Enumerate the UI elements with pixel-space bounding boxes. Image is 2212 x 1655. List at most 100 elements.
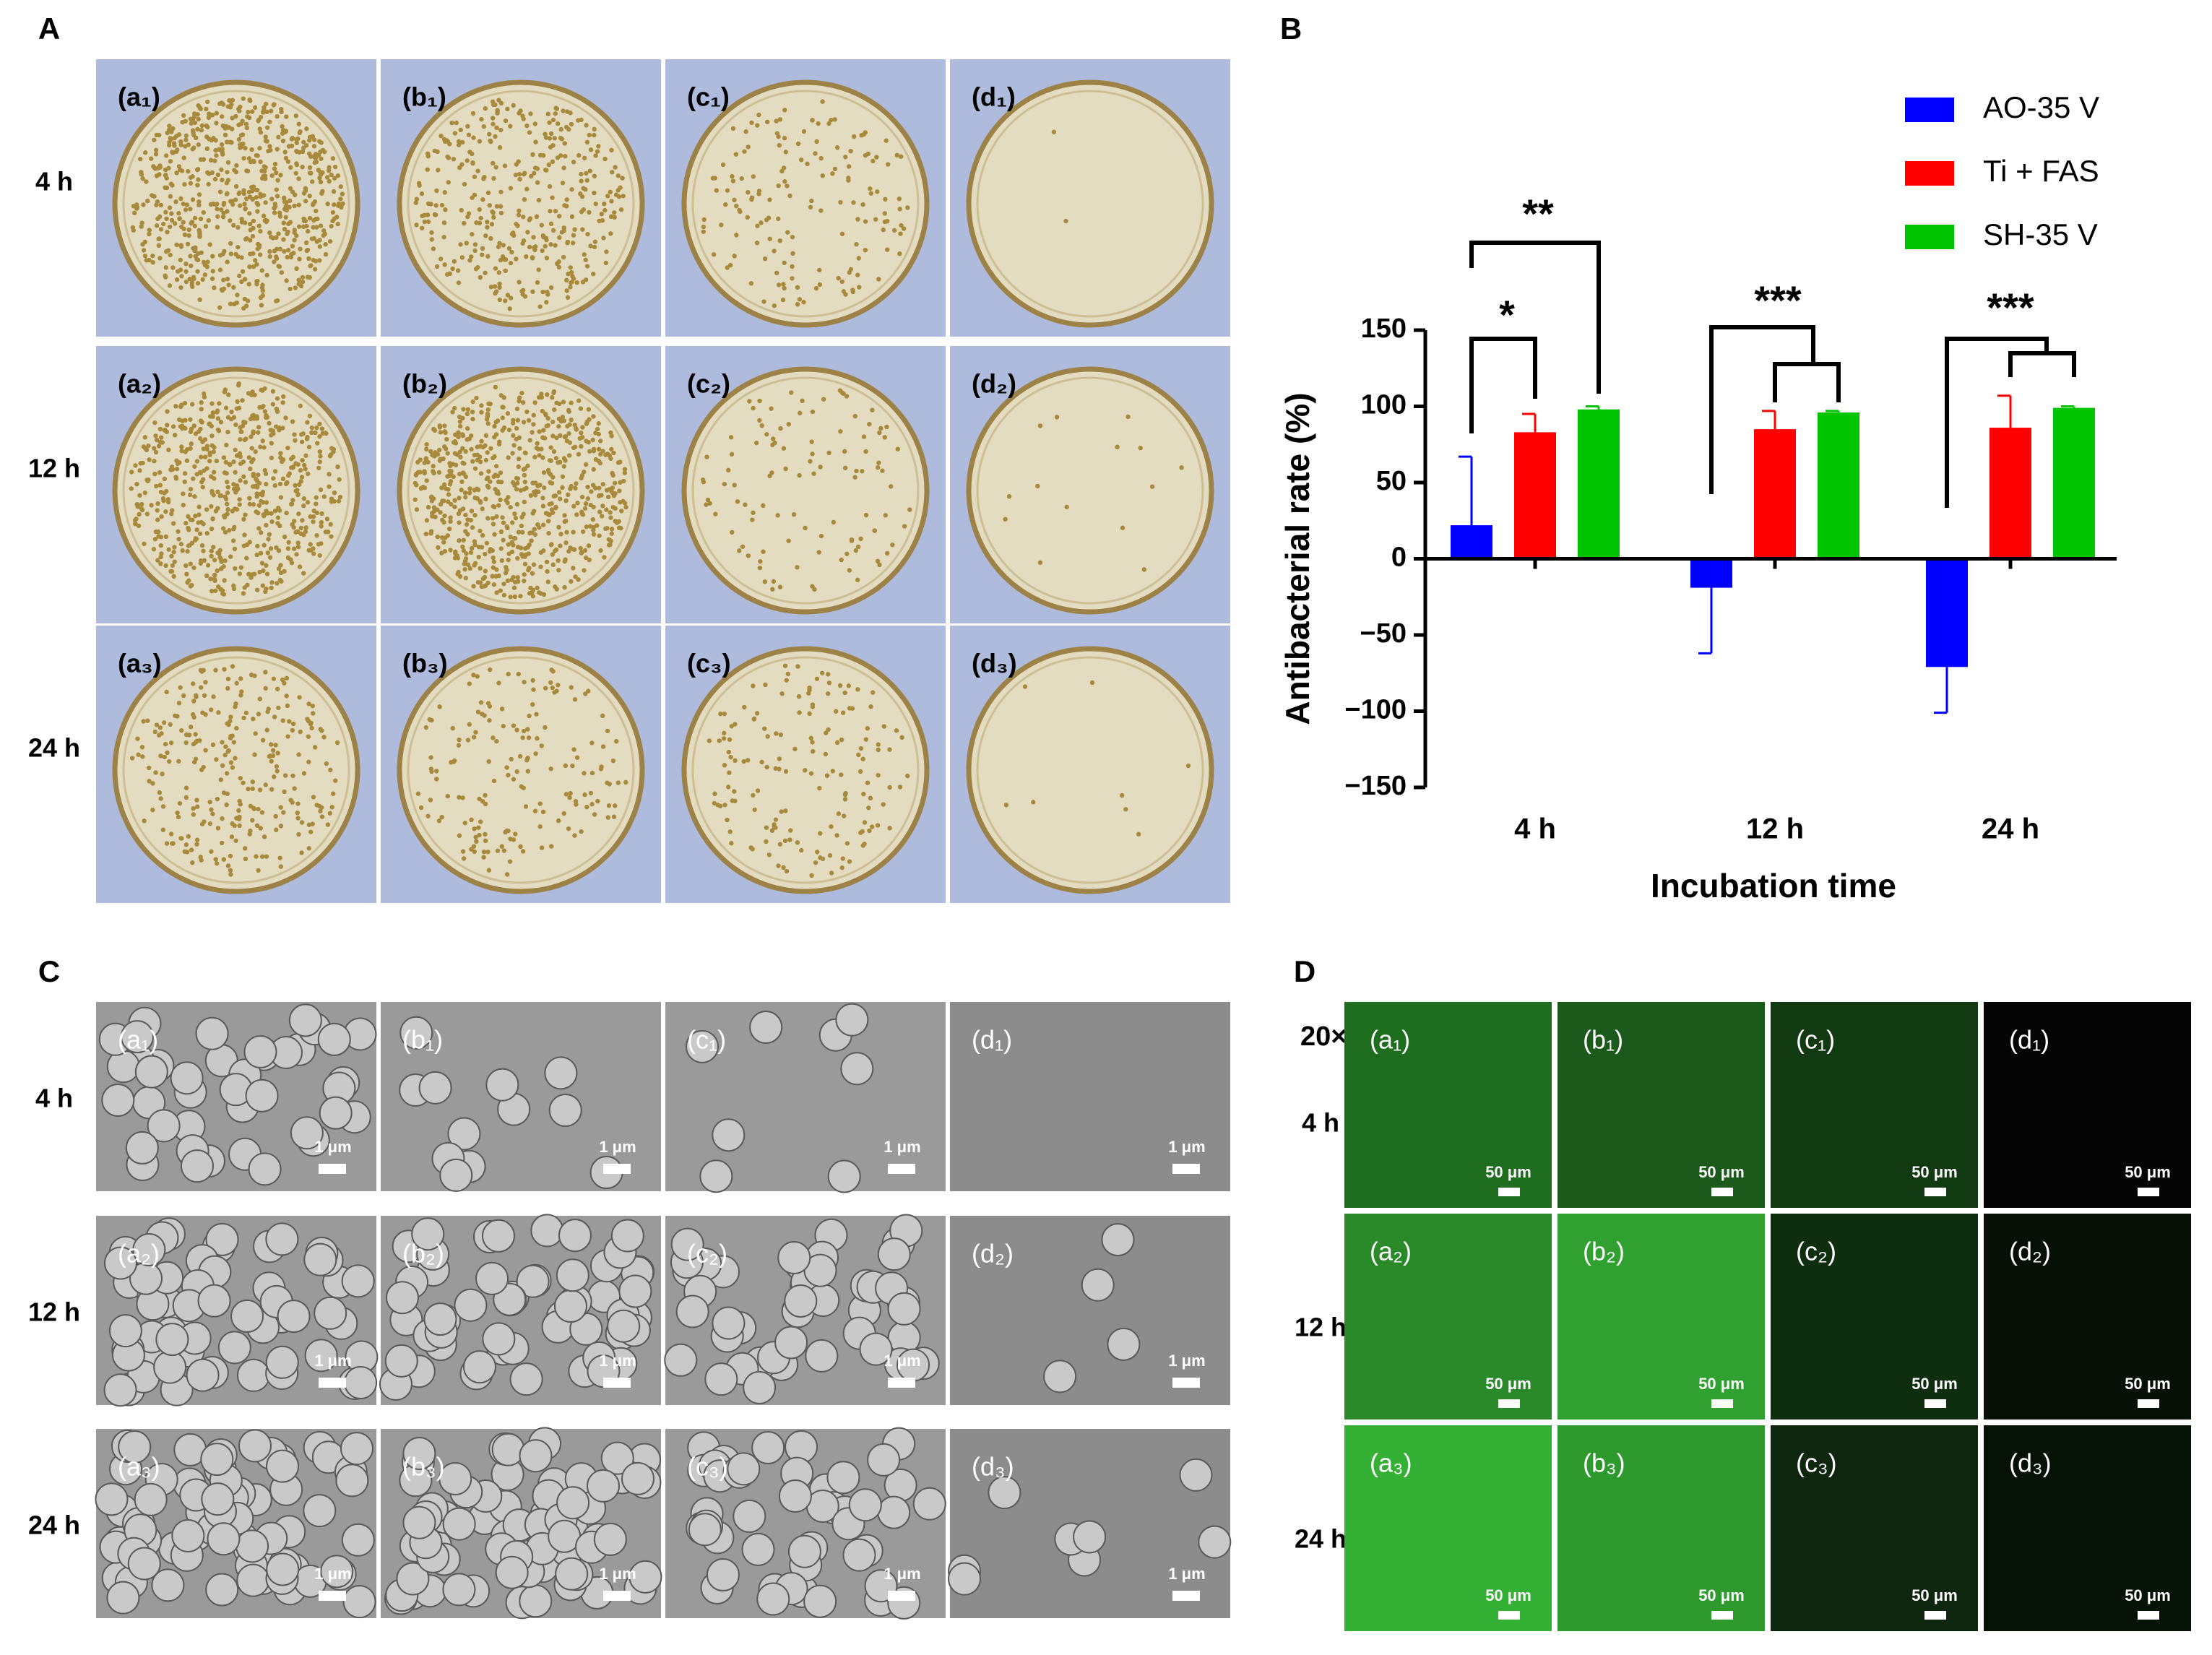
colony [518,594,523,599]
colony [535,180,540,185]
colony [182,181,187,187]
colony [432,428,438,433]
colony [162,754,167,760]
colony [311,201,316,207]
colony [561,254,566,260]
colony [561,399,566,405]
colony [168,159,173,164]
image-label: (c₂) [1796,1237,1836,1266]
colony [319,511,324,517]
colony [787,193,792,199]
colony [510,420,516,426]
bacterium [1107,1327,1141,1361]
colony [525,463,530,469]
colony [586,440,591,445]
colony [178,142,183,147]
colony [228,251,234,256]
row-label: 24 h [28,1511,80,1540]
colony [192,494,197,499]
colony [194,536,199,542]
colony [137,493,142,498]
colony [164,176,169,181]
colony [505,293,511,298]
colony [237,497,242,502]
colony [838,428,843,434]
colony [705,497,711,503]
colony [257,696,263,701]
colony [157,426,163,432]
colony [488,402,493,407]
colony [293,285,298,290]
colony [563,792,569,797]
colony [493,464,499,469]
colony [491,522,496,527]
colony [237,502,242,507]
colony [272,210,277,215]
bacterium [266,1552,300,1586]
scale-bar [319,1378,346,1388]
colony [420,485,425,490]
image-label: (d₃) [2009,1448,2052,1478]
colony [461,856,467,861]
colony [256,430,261,435]
scale-bar [1498,1399,1520,1408]
colony [428,449,433,454]
colony [545,111,551,117]
colony [478,819,483,824]
colony [277,855,282,860]
colony [269,433,274,438]
colony [466,132,472,137]
colony [270,389,276,394]
colony [725,817,730,823]
colony [176,529,181,534]
colony [584,178,589,183]
colony [231,459,236,464]
bacterium [303,1494,337,1528]
bacterium [418,1071,452,1105]
colony [252,105,258,111]
colony [232,546,238,552]
colony [553,456,559,461]
colony [293,488,298,493]
colony [446,180,451,185]
colony [523,804,529,809]
colony [134,481,139,487]
colony [503,257,509,262]
colony [884,424,889,430]
colony [325,202,330,207]
colony [455,571,460,576]
colony [160,496,166,501]
colony [469,847,474,852]
colony [581,186,586,191]
colony [492,423,497,429]
colony [527,713,532,719]
colony [1185,763,1191,769]
scale-bar-label: 1 μm [883,1565,920,1583]
colony [761,549,766,554]
colony [340,191,345,196]
colony [602,201,607,207]
colony [615,780,621,785]
colony [485,413,491,418]
colony [468,550,474,556]
colony [238,437,243,442]
colony [472,248,478,254]
colony [748,845,753,850]
colony [241,715,246,721]
colony [743,129,748,134]
colony [462,181,467,187]
colony [742,704,747,710]
colony [282,150,288,155]
colony [860,829,865,834]
colony [201,209,206,215]
colony [329,223,334,229]
colony [566,826,571,831]
colony [820,670,825,675]
colony [262,834,267,839]
colony [842,690,847,696]
colony [189,540,195,546]
image-label: (b₁) [402,1025,443,1055]
colony [771,579,777,584]
colony [245,168,251,174]
colony [478,215,483,221]
